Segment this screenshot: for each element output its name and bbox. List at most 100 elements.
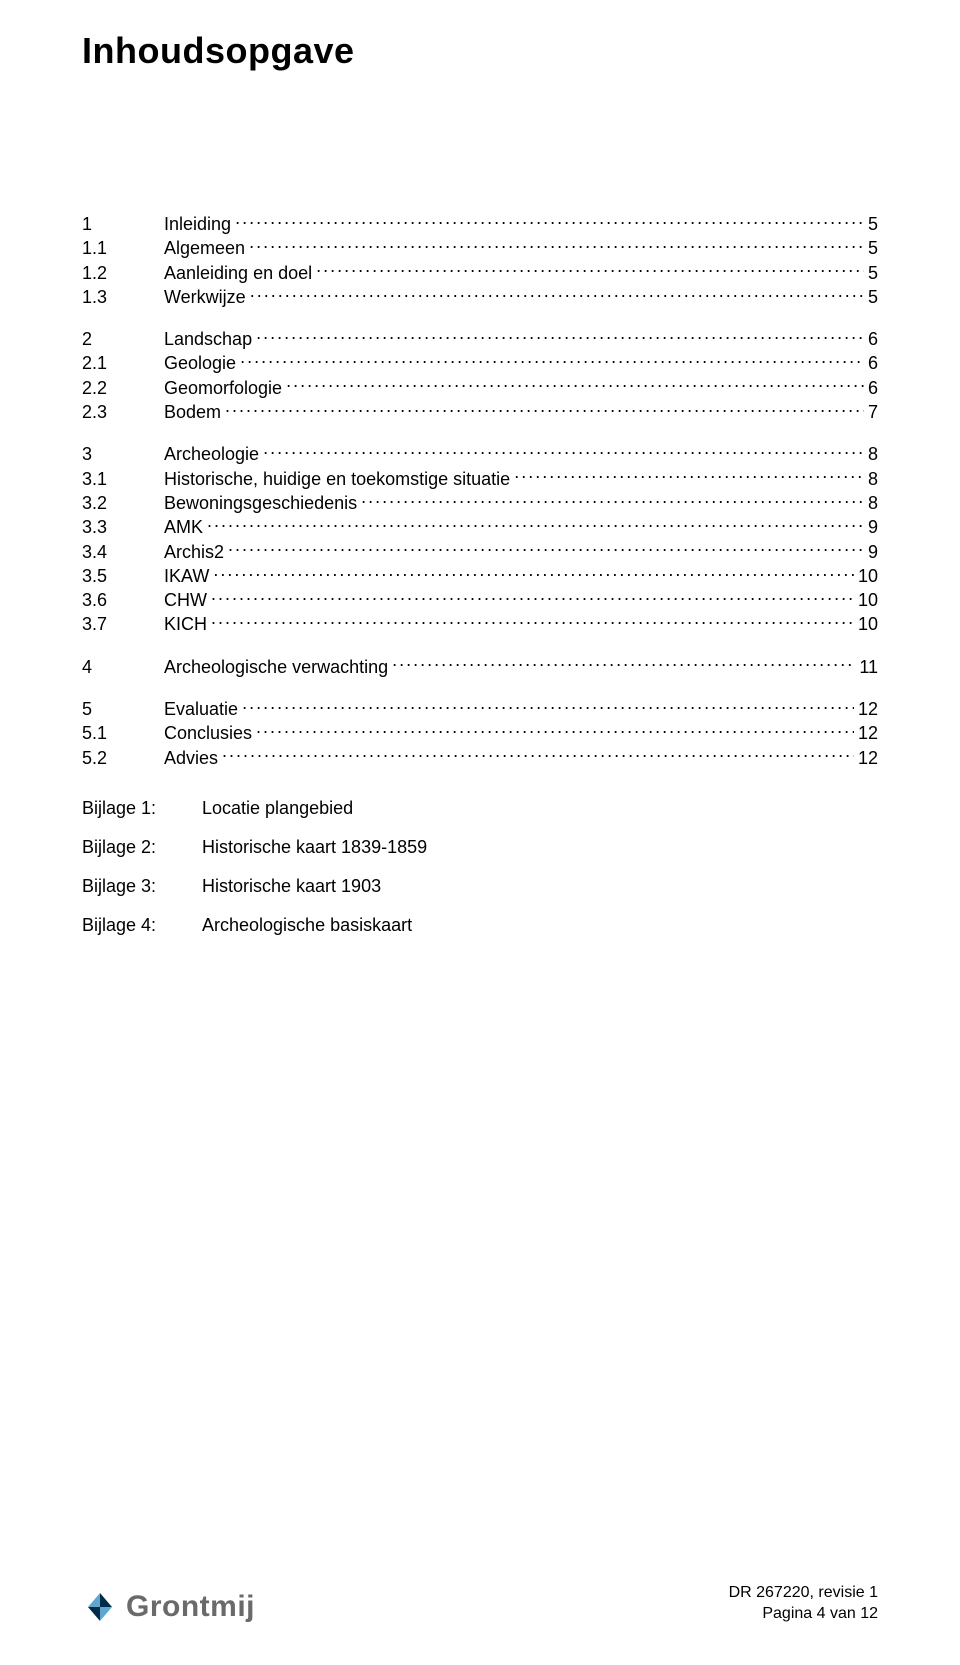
toc-label: Advies xyxy=(164,746,218,770)
appendix-row: Bijlage 3:Historische kaart 1903 xyxy=(82,876,878,897)
appendix-key: Bijlage 4: xyxy=(82,915,202,936)
toc-page-number: 10 xyxy=(858,588,878,612)
toc-number: 3.6 xyxy=(82,588,164,612)
page-number: Pagina 4 van 12 xyxy=(729,1603,878,1625)
toc-label: Algemeen xyxy=(164,236,245,260)
toc-page-number: 12 xyxy=(858,746,878,770)
toc-number: 5.2 xyxy=(82,746,164,770)
toc-page-number: 6 xyxy=(868,351,878,375)
toc-row: 3.7KICH10 xyxy=(82,612,878,636)
toc-page-number: 9 xyxy=(868,540,878,564)
toc-row: 5.1Conclusies 12 xyxy=(82,721,878,745)
toc-number: 2.2 xyxy=(82,376,164,400)
toc-page-number: 8 xyxy=(868,442,878,466)
toc-label: Geologie xyxy=(164,351,236,375)
toc-number: 2.1 xyxy=(82,351,164,375)
toc-dot-leader xyxy=(392,655,855,673)
toc-label: AMK xyxy=(164,515,203,539)
toc-label: Archis2 xyxy=(164,540,224,564)
toc-label: CHW xyxy=(164,588,207,612)
toc-row: 1.1Algemeen 5 xyxy=(82,236,878,260)
toc-row: 1.2Aanleiding en doel5 xyxy=(82,261,878,285)
toc-row: 2.2Geomorfologie6 xyxy=(82,376,878,400)
toc-group: 3Archeologie 8 3.1Historische, huidige en … xyxy=(82,442,878,636)
toc-label: Historische, huidige en toekomstige situ… xyxy=(164,467,510,491)
toc-dot-leader xyxy=(211,612,854,630)
grontmij-logo-icon xyxy=(82,1589,118,1625)
toc-group: 5Evaluatie125.1Conclusies 12 5.2Advies 12 xyxy=(82,697,878,770)
toc-number: 2 xyxy=(82,327,164,351)
toc-number: 3.4 xyxy=(82,540,164,564)
toc-page-number: 12 xyxy=(858,721,878,745)
appendix-key: Bijlage 1: xyxy=(82,798,202,819)
toc-number: 2.3 xyxy=(82,400,164,424)
toc-label: Bewoningsgeschiedenis xyxy=(164,491,357,515)
toc-number: 5.1 xyxy=(82,721,164,745)
toc-number: 3.2 xyxy=(82,491,164,515)
toc-row: 5.2Advies 12 xyxy=(82,746,878,770)
toc-row: 2.1Geologie 6 xyxy=(82,351,878,375)
toc-dot-leader xyxy=(225,400,864,418)
toc-row: 5Evaluatie12 xyxy=(82,697,878,721)
toc-dot-leader xyxy=(207,515,864,533)
toc-page-number: 5 xyxy=(868,261,878,285)
toc-number: 5 xyxy=(82,697,164,721)
toc-row: 3.6CHW 10 xyxy=(82,588,878,612)
toc-number: 4 xyxy=(82,655,164,679)
toc-number: 3.1 xyxy=(82,467,164,491)
appendix-key: Bijlage 2: xyxy=(82,837,202,858)
page-title: Inhoudsopgave xyxy=(82,30,878,72)
toc-row: 1Inleiding 5 xyxy=(82,212,878,236)
toc-number: 3 xyxy=(82,442,164,466)
appendix-label: Archeologische basiskaart xyxy=(202,915,412,936)
toc-dot-leader xyxy=(316,261,864,279)
toc-number: 3.3 xyxy=(82,515,164,539)
appendix-list: Bijlage 1:Locatie plangebiedBijlage 2:Hi… xyxy=(82,798,878,936)
toc-group: 2Landschap62.1Geologie62.2Geomorfologie6… xyxy=(82,327,878,424)
appendix-row: Bijlage 4:Archeologische basiskaart xyxy=(82,915,878,936)
toc-row: 3.3AMK9 xyxy=(82,515,878,539)
toc-page-number: 10 xyxy=(858,564,878,588)
toc-dot-leader xyxy=(263,442,864,460)
company-logo-text: Grontmij xyxy=(126,1590,255,1624)
appendix-label: Historische kaart 1839-1859 xyxy=(202,837,427,858)
toc-page-number: 5 xyxy=(868,285,878,309)
toc-dot-leader xyxy=(213,564,854,582)
toc-page-number: 5 xyxy=(868,212,878,236)
toc-dot-leader xyxy=(361,491,864,509)
document-reference: DR 267220, revisie 1 xyxy=(729,1582,878,1604)
appendix-row: Bijlage 1:Locatie plangebied xyxy=(82,798,878,819)
company-logo: Grontmij xyxy=(82,1589,255,1625)
toc-label: Werkwijze xyxy=(164,285,246,309)
appendix-label: Historische kaart 1903 xyxy=(202,876,381,897)
toc-group: 4Archeologische verwachting11 xyxy=(82,655,878,679)
page-footer: Grontmij DR 267220, revisie 1 Pagina 4 v… xyxy=(82,1582,878,1625)
toc-label: Archeologie xyxy=(164,442,259,466)
toc-page-number: 6 xyxy=(868,327,878,351)
appendix-key: Bijlage 3: xyxy=(82,876,202,897)
toc-page-number: 5 xyxy=(868,236,878,260)
toc-label: IKAW xyxy=(164,564,209,588)
toc-dot-leader xyxy=(256,327,864,345)
toc-row: 3.5IKAW10 xyxy=(82,564,878,588)
appendix-label: Locatie plangebied xyxy=(202,798,353,819)
toc-dot-leader xyxy=(249,236,864,254)
toc-number: 1.1 xyxy=(82,236,164,260)
toc-label: Conclusies xyxy=(164,721,252,745)
toc-page-number: 10 xyxy=(858,612,878,636)
toc-number: 1 xyxy=(82,212,164,236)
toc-number: 1.3 xyxy=(82,285,164,309)
toc-label: Bodem xyxy=(164,400,221,424)
toc-dot-leader xyxy=(235,212,864,230)
toc-row: 3.2Bewoningsgeschiedenis8 xyxy=(82,491,878,515)
toc-dot-leader xyxy=(250,285,864,303)
toc-row: 2.3Bodem7 xyxy=(82,400,878,424)
toc-page-number: 8 xyxy=(868,467,878,491)
page: Inhoudsopgave 1Inleiding51.1Algemeen51.2… xyxy=(0,0,960,1665)
toc-number: 3.7 xyxy=(82,612,164,636)
toc-dot-leader xyxy=(514,467,864,485)
toc-row: 2Landschap6 xyxy=(82,327,878,351)
toc-label: Geomorfologie xyxy=(164,376,282,400)
toc-label: Inleiding xyxy=(164,212,231,236)
toc-row: 4Archeologische verwachting11 xyxy=(82,655,878,679)
